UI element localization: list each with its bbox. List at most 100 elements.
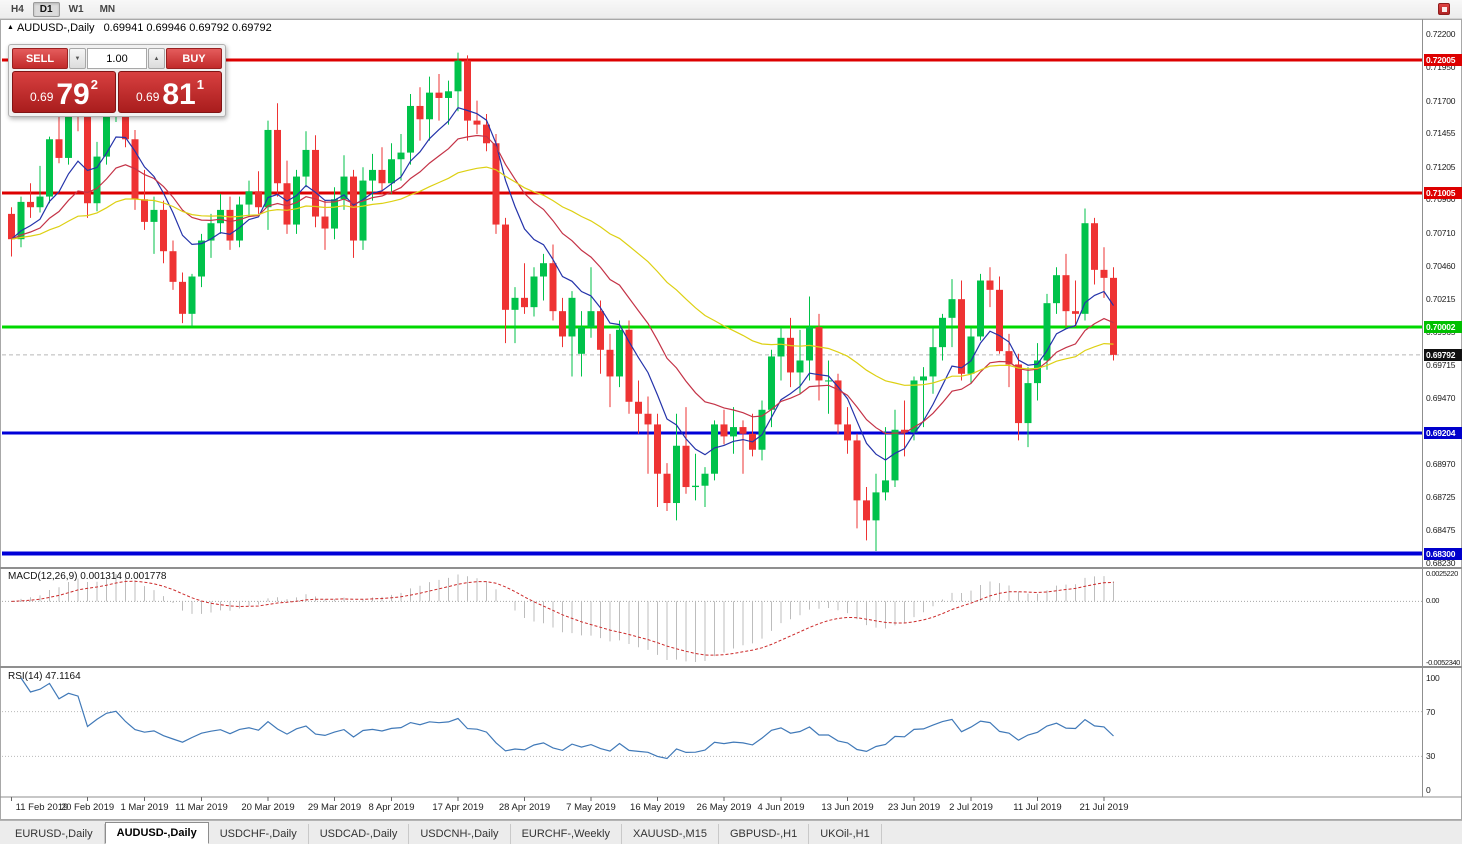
slow-ma-line [11,166,1114,386]
macd-axis-label: 0.00 [1426,596,1439,606]
price-axis-label: 0.70960 [1426,194,1456,205]
sell-button[interactable]: SELL [12,48,68,69]
price-axis-label: 0.68725 [1426,492,1456,503]
price-axis-label: 0.71700 [1426,95,1456,106]
price-axis-label: 0.72200 [1426,29,1456,39]
time-axis-label: 20 Mar 2019 [241,802,295,813]
macd-axis-label: 0.0025220 [1426,569,1458,578]
volume-input[interactable] [87,48,147,69]
resistance-level-badge: 0.72005 [1424,53,1462,66]
resistance-level-badge: 0.71005 [1424,187,1462,200]
chart-tab[interactable]: UKOil-,H1 [809,824,882,844]
chart-title: ▲ AUDUSD-,Daily 0.69941 0.69946 0.69792 0.… [7,22,272,34]
buy-price-panel[interactable]: 0.69 81 1 [118,71,222,113]
timeframe-button-group: H4 D1 W1 MN [4,1,124,17]
price-axis-label: 0.71950 [1426,62,1456,73]
buy-price-pipette: 1 [196,77,204,92]
time-axis-label: 11 Jul 2019 [1013,802,1062,813]
horizontal-level-lines [2,58,1422,556]
rsi-indicator-label: RSI(14) 47.1164 [8,671,81,682]
chart-tab[interactable]: USDCHF-,Daily [209,824,309,844]
time-axis-label: 20 Feb 2019 [60,802,115,813]
time-axis-label: 28 Apr 2019 [498,802,551,813]
chart-ohlc-readout: 0.69941 0.69946 0.69792 0.69792 [103,22,272,34]
rsi-axis-label: 70 [1426,706,1436,717]
rsi-axis-label: 100 [1426,673,1440,683]
price-axis-label: 0.71205 [1426,161,1456,172]
sell-price-big-digits: 79 [56,78,90,111]
chart-tab[interactable]: USDCAD-,Daily [309,824,410,844]
volume-decrease-button[interactable]: ▼ [69,48,86,69]
chart-tab[interactable]: GBPUSD-,H1 [719,824,810,844]
time-axis-label: 11 Mar 2019 [175,802,228,813]
price-axis-label: 0.70215 [1426,293,1456,304]
price-axis-label: 0.71455 [1426,128,1456,139]
buy-button[interactable]: BUY [166,48,222,69]
chart-symbol-period: AUDUSD-,Daily [16,22,95,34]
support-level-badge: 0.69204 [1424,427,1462,440]
time-axis-label: 4 Jun 2019 [757,802,805,813]
fast-ma-line [11,107,1114,461]
price-axis-label: 0.69470 [1426,392,1456,403]
time-scale[interactable]: 11 Feb 2019 20 Feb 2019 1 Mar 2019 11 Mar 2… [0,799,1462,818]
price-axis-label: 0.70460 [1426,260,1456,271]
chart-tab[interactable]: EURUSD-,Daily [4,824,105,844]
rsi-axis-label: 0 [1426,785,1431,795]
chart-tab[interactable]: USDCNH-,Daily [409,824,511,844]
time-axis-label: 7 May 2019 [566,802,616,813]
time-axis-label: 21 Jul 2019 [1079,802,1129,813]
chart-tab[interactable]: XAUUSD-,M15 [622,824,719,844]
mid-ma-line [11,134,1114,435]
timeframe-button-w1[interactable]: W1 [68,3,84,15]
time-axis-label: 29 Mar 2019 [307,802,362,813]
buy-price-prefix: 0.69 [136,90,160,104]
time-axis-label: 26 May 2019 [696,802,752,813]
macd-axis-label: -0.0052340 [1426,658,1460,667]
app-corner-icon[interactable] [1438,3,1450,15]
sell-price-pipette: 2 [90,77,98,92]
candles [8,52,1117,552]
price-axis-label: 0.70710 [1426,227,1456,238]
timeframe-button-mn[interactable]: MN [99,3,116,15]
pane-frames [0,19,1462,820]
time-axis-label: 16 May 2019 [630,802,685,813]
buy-price-big-digits: 81 [162,78,196,111]
price-axis-label: 0.68230 [1426,558,1456,568]
chart-tab[interactable]: EURCHF-,Weekly [511,824,622,844]
chevron-down-icon: ▼ [74,55,81,62]
time-axis-label: 23 Jun 2019 [887,802,941,813]
price-axis-label: 0.69715 [1426,360,1456,371]
symbol-marker-icon: ▲ [7,24,14,31]
timeframe-button-h4[interactable]: H4 [11,3,24,15]
sell-price-panel[interactable]: 0.69 79 2 [12,71,116,113]
time-axis-label: 17 Apr 2019 [432,802,484,813]
macd-pane [2,574,1422,662]
rsi-line [20,677,1114,760]
rsi-axis-label: 30 [1426,751,1436,762]
time-axis-label: 1 Mar 2019 [120,802,169,813]
macd-indicator-label: MACD(12,26,9) 0.001314 0.001778 [8,571,167,582]
chart-tab-bar: EURUSD-,Daily AUDUSD-,Daily USDCHF-,Daily U… [0,820,1462,844]
macd-signal-line [11,580,1114,656]
timeframe-toolbar: H4 D1 W1 MN [0,0,1462,19]
moving-average-lines [11,107,1114,461]
price-scale[interactable]: 0.72200 0.71950 0.71700 0.71455 0.71205 0.709… [1424,0,1462,820]
pivot-level-badge: 0.70002 [1424,320,1462,333]
chart-tab-active[interactable]: AUDUSD-,Daily [104,822,209,844]
volume-increase-button[interactable]: ▲ [148,48,165,69]
price-axis-label: 0.68970 [1426,459,1456,470]
chevron-up-icon: ▲ [153,55,160,62]
price-axis-label: 0.68475 [1426,525,1456,536]
support-level-badge: 0.68300 [1424,547,1462,560]
time-axis-label: 2 Jul 2019 [949,802,993,813]
time-axis-label: 13 Jun 2019 [821,802,874,813]
current-price-badge: 0.69792 [1424,348,1462,361]
timeframe-button-d1[interactable]: D1 [32,1,60,17]
time-axis-label: 8 Apr 2019 [368,802,415,813]
rsi-pane [2,677,1422,760]
sell-price-prefix: 0.69 [30,90,54,104]
time-axis-label: 11 Feb 2019 [15,802,69,813]
